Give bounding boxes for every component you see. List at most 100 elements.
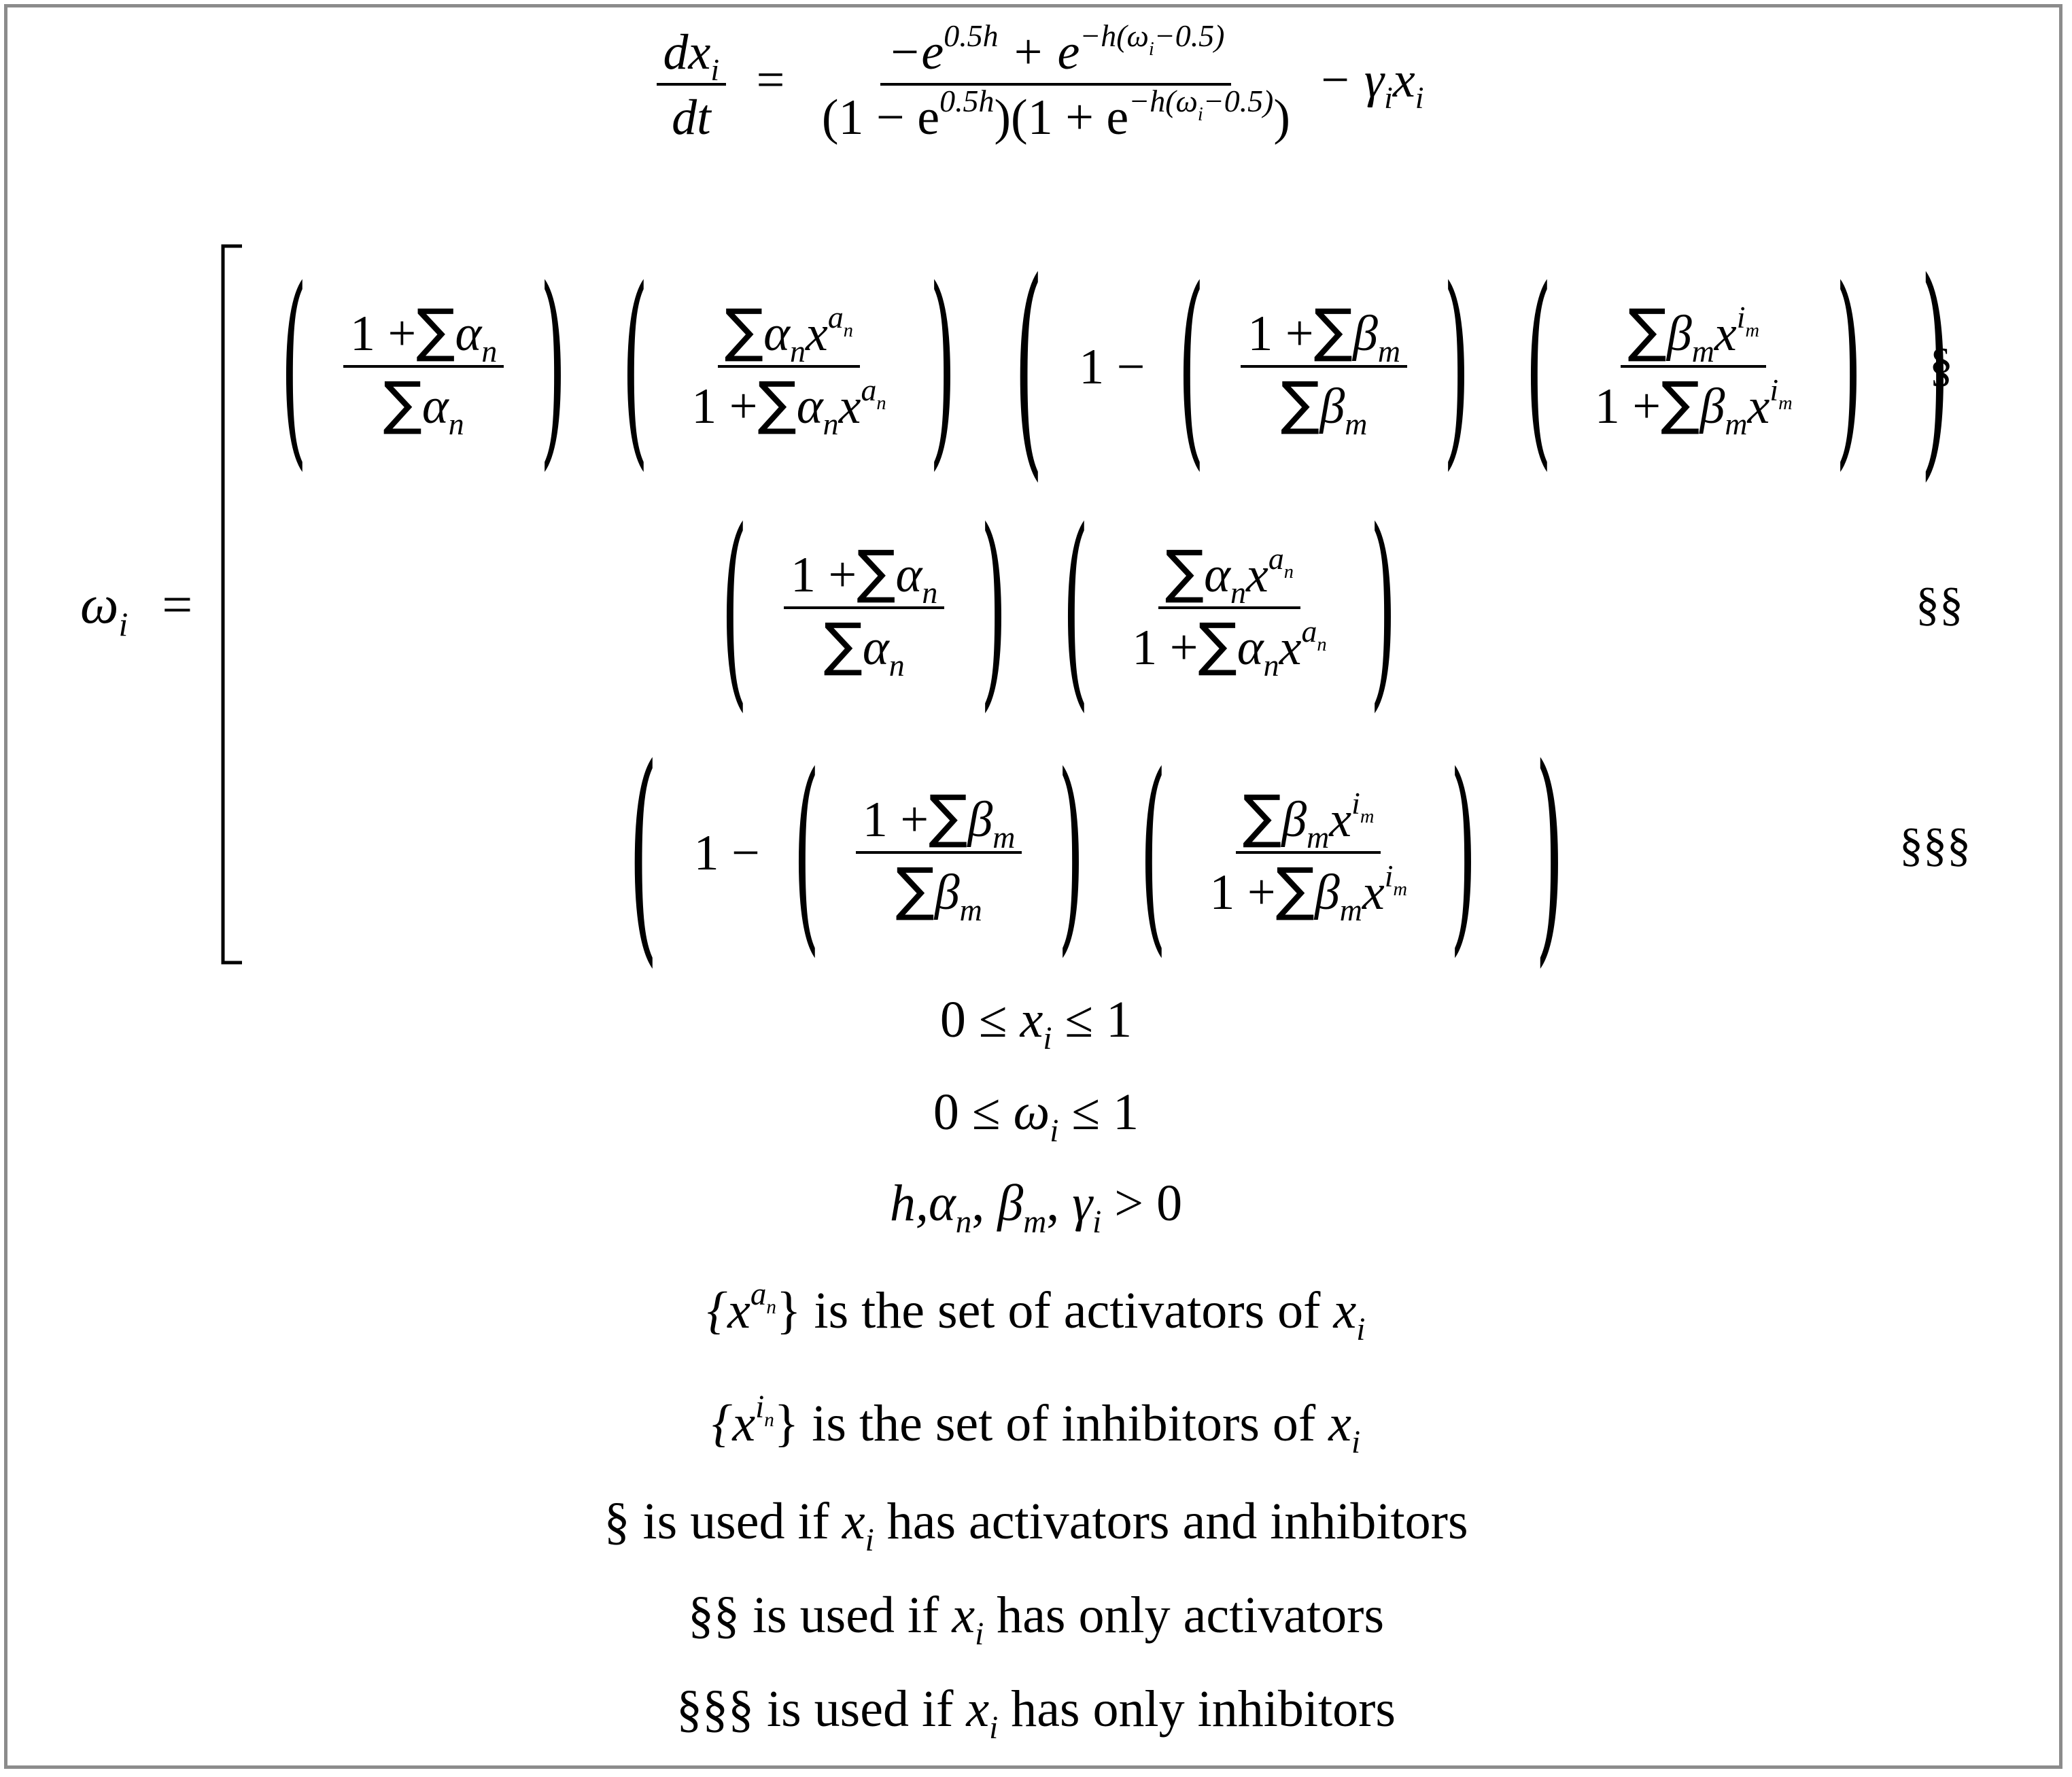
sub-n: n	[876, 392, 886, 414]
den-mid: )(1 + e	[994, 90, 1129, 145]
paren-close: )	[1058, 730, 1085, 976]
beta: β	[1314, 865, 1340, 920]
paren-open: (	[1063, 485, 1090, 731]
alpha: α	[455, 305, 482, 362]
sum-symbol: ∑	[1313, 296, 1353, 364]
lhs-num-sub: i	[710, 52, 720, 88]
n3-post: has only inhibitors	[1011, 1680, 1396, 1738]
sum-symbol: ∑	[1198, 611, 1237, 678]
c3-gamma-sub: i	[1092, 1204, 1102, 1240]
lhs-den: dt	[672, 90, 711, 145]
sum-symbol: ∑	[416, 296, 455, 364]
main-denominator: (1 − e0.5h)(1 + e−h(ωi−0.5))	[815, 86, 1297, 143]
sum-symbol: ∑	[757, 370, 797, 437]
c2-sub: i	[1050, 1113, 1059, 1149]
one-plus: 1 +	[1594, 379, 1661, 434]
sum-symbol: ∑	[929, 782, 968, 850]
paren-open: (	[281, 244, 307, 489]
sup-a: a	[1268, 540, 1284, 576]
paren-open: (	[793, 730, 820, 976]
sub-m: m	[1745, 320, 1759, 341]
one-plus: 1 +	[1209, 865, 1276, 920]
n1-sub: i	[865, 1522, 874, 1558]
n1-var: x	[842, 1493, 865, 1550]
sup-i: i	[1736, 299, 1746, 334]
den-exp2: −h(ω	[1128, 83, 1198, 118]
den-exp1: 0.5h	[939, 83, 995, 118]
paren-open: (	[1178, 244, 1205, 489]
inh-sub: n	[764, 1409, 774, 1432]
tag-case-2: §§	[1916, 579, 1963, 631]
paren-open: (	[629, 719, 658, 988]
sub-m: m	[1393, 878, 1408, 900]
lhs-derivative: dxi dt	[656, 27, 727, 145]
beta: β	[1281, 791, 1307, 848]
main-numerator: −e0.5h + e−h(ωi−0.5)	[880, 20, 1232, 86]
sub-n: n	[481, 334, 498, 369]
one-plus: 1 +	[691, 379, 758, 434]
paren-close: )	[1450, 730, 1477, 976]
paren-open: (	[721, 485, 748, 731]
sub-m: m	[1339, 893, 1362, 928]
den-exp2-tail: −0.5)	[1203, 83, 1274, 118]
sum-symbol: ∑	[1627, 296, 1667, 364]
paren-open: (	[1140, 730, 1167, 976]
main-fraction: −e0.5h + e−h(ωi−0.5) (1 − e0.5h)(1 + e−h…	[815, 20, 1297, 143]
sub-n: n	[843, 320, 853, 341]
sub-n: n	[1317, 634, 1327, 655]
sup-i: i	[1769, 372, 1779, 407]
sub-n: n	[790, 334, 806, 369]
x-var: x	[838, 379, 861, 434]
c2-var: ω	[1013, 1084, 1050, 1141]
sub-m: m	[1725, 407, 1748, 442]
sub-m: m	[1307, 820, 1330, 855]
sum-symbol: ∑	[383, 370, 422, 437]
sum-symbol: ∑	[823, 611, 863, 678]
c2-left: 0 ≤	[933, 1084, 1001, 1141]
x-var: x	[1329, 791, 1352, 848]
x-var: x	[1714, 305, 1737, 362]
alpha: α	[763, 305, 791, 362]
constraint-x-range: 0 ≤ xi ≤ 1	[0, 994, 2072, 1054]
beta: β	[934, 865, 960, 920]
paren-open: (	[1525, 244, 1552, 489]
one-plus: 1 +	[862, 791, 929, 848]
act-sub: n	[766, 1296, 776, 1319]
n3-tag: §§§	[676, 1680, 754, 1738]
decay-gamma-sub: i	[1384, 80, 1393, 116]
paren-open: (	[622, 244, 649, 489]
num-exp2: −h(ω	[1080, 18, 1149, 53]
n2-post: has only activators	[997, 1587, 1385, 1644]
sup-i: i	[1351, 785, 1360, 821]
sub-m: m	[1345, 407, 1368, 442]
paren-close: )	[1920, 232, 1950, 502]
figure-frame	[4, 4, 2062, 1769]
sum-symbol: ∑	[1661, 370, 1700, 437]
alpha: α	[895, 547, 922, 603]
decay-x-sub: i	[1415, 80, 1424, 116]
constraint-positive-params: h,αn, βm, γi > 0	[0, 1175, 2072, 1238]
alpha: α	[421, 379, 449, 434]
c3-alpha: α	[928, 1175, 956, 1232]
c2-right: ≤ 1	[1071, 1084, 1139, 1141]
case-row-2: ( 1 +∑αn ∑αn ) ( ∑αnxan 1 +∑αnxan )	[693, 496, 1441, 721]
paren-close: )	[540, 244, 567, 489]
c3-beta-sub: m	[1023, 1204, 1047, 1240]
n2-pre: is used if	[752, 1587, 939, 1644]
case-row-1: ( 1 +∑αn ∑αn ) ( ∑αnxan 1 +∑αnxan ) ( 1 …	[253, 244, 1949, 489]
sub-n: n	[823, 407, 839, 442]
sum-symbol: ∑	[1281, 370, 1320, 437]
c1-sub: i	[1043, 1020, 1052, 1056]
one-plus: 1 +	[1247, 305, 1314, 362]
sum-symbol: ∑	[724, 296, 764, 364]
inh-var: x	[1328, 1395, 1351, 1452]
decay-term: − γixi	[1317, 52, 1423, 114]
c3-beta: β	[997, 1175, 1024, 1232]
sup-a: a	[827, 299, 844, 334]
omega-symbol: ω	[80, 575, 119, 635]
n1-post: has activators and inhibitors	[886, 1493, 1468, 1550]
c3-gamma: γ	[1072, 1175, 1093, 1232]
note-inhibitors: {xin} is the set of inhibitors of xi	[0, 1392, 2072, 1459]
sum-symbol: ∑	[1275, 856, 1315, 923]
sup-a: a	[1301, 613, 1317, 649]
